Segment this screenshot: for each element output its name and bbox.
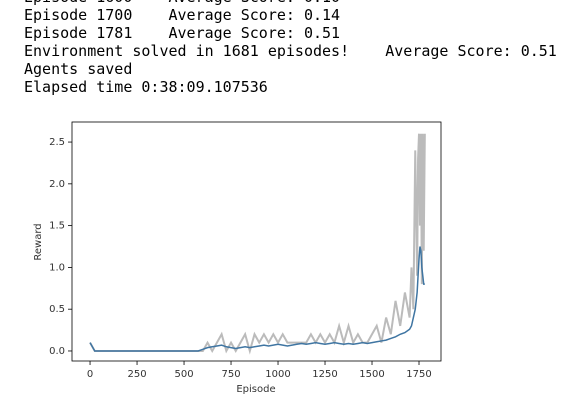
y-tick-label: 0.0 — [49, 346, 65, 357]
x-tick-label: 0 — [87, 369, 93, 380]
x-tick-label: 250 — [127, 369, 146, 380]
y-tick-label: 1.5 — [49, 221, 65, 232]
y-axis-label: Reward — [33, 223, 44, 260]
x-tick-label: 1000 — [265, 369, 290, 380]
x-axis-label: Episode — [236, 384, 275, 395]
output-line: Episode 1781 Average Score: 0.51 — [24, 24, 341, 42]
output-line: Environment solved in 1681 episodes! Ave… — [24, 42, 557, 60]
y-tick-label: 1.0 — [49, 262, 65, 273]
x-tick-label: 750 — [221, 369, 240, 380]
x-tick-label: 1750 — [406, 369, 431, 380]
y-tick-label: 2.0 — [49, 179, 65, 190]
x-tick-label: 500 — [174, 369, 193, 380]
plot-area — [72, 122, 441, 361]
output-line: Episode 1600 Average Score: 0.10 — [24, 0, 557, 6]
text-output: Episode 1600 Average Score: 0.10Episode … — [24, 0, 557, 96]
output-line: Agents saved — [24, 60, 133, 78]
y-tick-label: 0.5 — [49, 304, 65, 315]
output-line: Elapsed time 0:38:09.107536 — [24, 78, 268, 96]
output-line: Episode 1700 Average Score: 0.14 — [24, 6, 341, 24]
series-line — [89, 246, 425, 352]
x-tick-label: 1500 — [359, 369, 384, 380]
x-tick-label: 1250 — [312, 369, 337, 380]
y-tick-label: 2.5 — [49, 137, 65, 148]
axes-frame — [71, 121, 442, 362]
